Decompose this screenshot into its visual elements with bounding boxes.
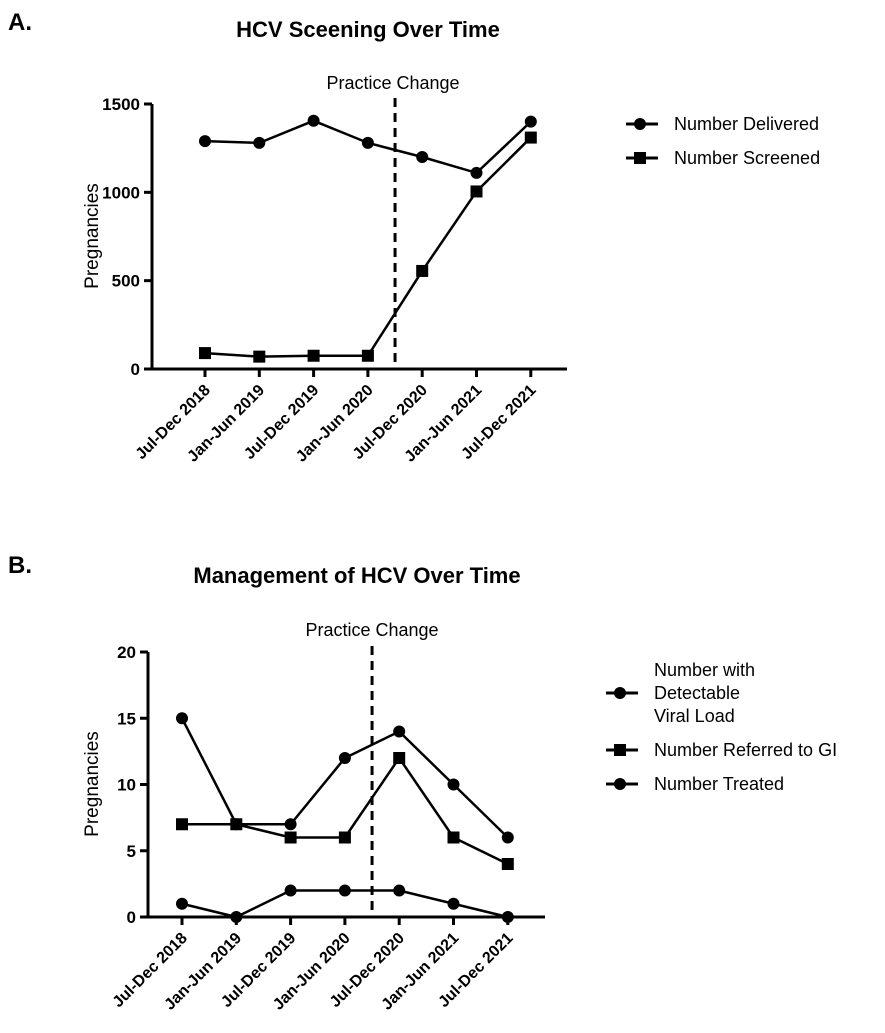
panel-a-data-point	[470, 185, 483, 198]
panel-a-data-point	[361, 349, 374, 362]
panel-a-y-tick-label: 1000	[102, 183, 140, 202]
panel-b-legend-marker	[614, 687, 626, 699]
panel-b-data-point	[447, 831, 460, 844]
panel-b-legend-marker	[614, 778, 626, 790]
panel-b-data-point	[230, 818, 243, 831]
panel-a-data-point	[470, 166, 483, 179]
panel-a-letter: A.	[8, 9, 32, 36]
panel-a-data-point	[307, 114, 320, 127]
panel-a-y-axis-title: Pregnancies	[82, 183, 103, 289]
panel-a-legend: Number Delivered Number Screened	[626, 114, 820, 168]
panel-b-letter: B.	[8, 552, 32, 579]
panel-a-title: HCV Sceening Over Time	[236, 17, 500, 42]
panel-b-data-point	[338, 752, 351, 764]
panel-a-data-point	[524, 115, 537, 128]
panel-a-y-tick-label: 500	[112, 272, 140, 291]
panel-b-legend-label: Detectable	[654, 683, 740, 703]
panel-a-data-point	[253, 350, 266, 363]
panel-a-legend-marker	[634, 118, 646, 130]
panel-b-y-axis-title: Pregnancies	[82, 731, 103, 837]
panel-a-y-tick-label: 0	[131, 360, 140, 379]
panel-a-annotation: Practice Change	[326, 73, 459, 93]
panel-b-data-point	[176, 897, 188, 910]
panel-b-legend-label: Number Referred to GI	[654, 740, 837, 760]
panel-b-data-point	[501, 858, 514, 870]
panel-b-y-tick-label: 20	[117, 643, 136, 662]
panel-b-y-tick-label: 0	[127, 908, 136, 927]
panel-b-data-point	[176, 818, 188, 831]
panel-b-y-tick-label: 10	[117, 776, 136, 795]
panel-b-annotation: Practice Change	[305, 620, 438, 640]
panel-b-data-point	[338, 884, 351, 897]
panel-b-data-point	[447, 897, 460, 910]
panel-a-legend-label: Number Screened	[674, 148, 820, 168]
panel-b-legend-label: Number Treated	[654, 774, 784, 794]
panel-a-y-tick-label: 1500	[102, 95, 140, 114]
panel-b-data-point	[501, 911, 514, 923]
panel-a-data-point	[253, 136, 266, 149]
panel-b-data-point	[284, 818, 297, 831]
panel-b-legend-label: Number with	[654, 660, 755, 680]
panel-a-data-point	[416, 151, 429, 163]
panel-a-legend-marker	[634, 152, 646, 164]
panel-b-data-point	[447, 778, 460, 791]
panel-a-legend-label: Number Delivered	[674, 114, 819, 134]
panel-b-data-point	[393, 884, 406, 897]
panel-b-data-point	[338, 831, 351, 844]
panel-b-data-point	[501, 831, 514, 844]
panel-b-data-point	[284, 884, 297, 897]
panel-b-legend-label: Viral Load	[654, 706, 735, 726]
panel-a-data-point	[416, 264, 429, 277]
panel-b-data-point	[393, 752, 406, 764]
panel-b-title: Management of HCV Over Time	[193, 563, 520, 588]
panel-b-data-point	[393, 725, 406, 738]
panel-a-data-point	[524, 131, 537, 144]
panel-b-legend-marker	[614, 744, 626, 756]
panel-b-data-point	[230, 911, 243, 923]
panel-b-data-point	[284, 831, 297, 844]
panel-a-data-point	[307, 349, 320, 362]
panel-a-data-point	[199, 347, 211, 360]
panel-b-legend: Number with Detectable Viral Load Number Re…	[606, 660, 837, 794]
panel-a-data-point	[361, 136, 374, 149]
panel-b-y-tick-label: 15	[117, 709, 136, 728]
panel-a-data-point	[199, 135, 211, 148]
panel-b-data-point	[176, 712, 188, 725]
panel-b-y-tick-label: 5	[127, 842, 136, 861]
